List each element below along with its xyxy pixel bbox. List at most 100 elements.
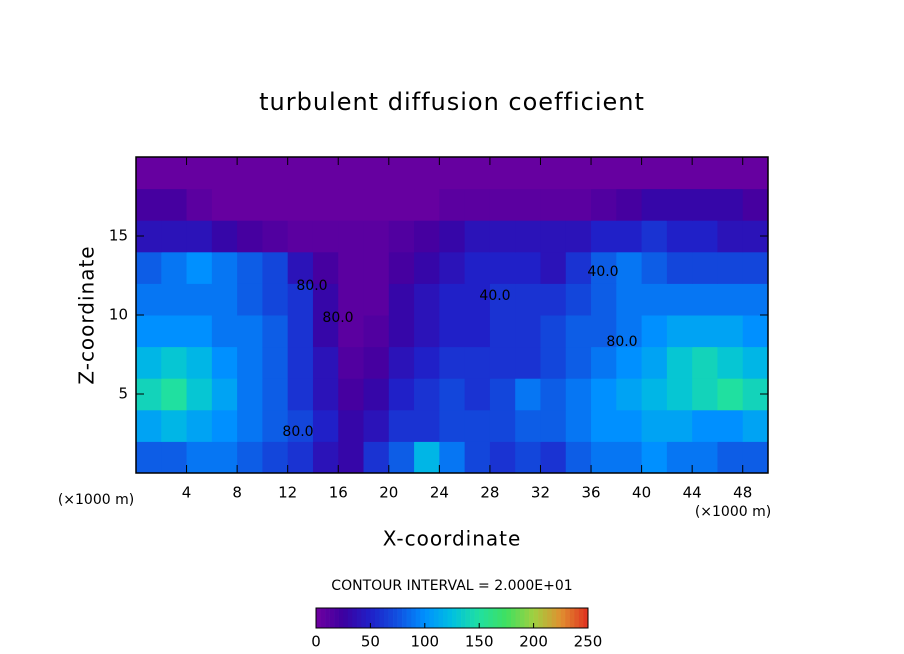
colorbar-tick-label: 200 bbox=[519, 633, 548, 651]
cell bbox=[641, 378, 668, 411]
cell bbox=[717, 220, 744, 253]
x-unit: (×1000 m) bbox=[695, 504, 771, 520]
colorbar-swatch bbox=[529, 608, 534, 628]
cell bbox=[717, 188, 744, 221]
colorbar-swatch bbox=[492, 608, 498, 628]
cell bbox=[414, 251, 440, 284]
cell bbox=[515, 283, 541, 316]
chart-title: turbulent diffusion coefficient bbox=[259, 88, 645, 116]
cell bbox=[515, 441, 541, 474]
cell bbox=[161, 409, 188, 442]
cell bbox=[666, 157, 693, 190]
cell bbox=[363, 315, 390, 348]
x-tick-label: 40 bbox=[632, 484, 651, 502]
cell bbox=[742, 346, 769, 379]
colorbar-swatch bbox=[479, 608, 485, 628]
colorbar-swatch bbox=[352, 608, 358, 628]
cell bbox=[186, 441, 213, 474]
cell bbox=[388, 409, 415, 442]
cell bbox=[565, 283, 592, 316]
colorbar-swatch bbox=[533, 608, 539, 628]
cell bbox=[312, 441, 339, 474]
cell bbox=[565, 157, 592, 190]
cell bbox=[363, 251, 390, 284]
cell bbox=[540, 409, 567, 442]
colorbar-swatch bbox=[506, 608, 512, 628]
cell bbox=[692, 378, 718, 411]
cell bbox=[565, 378, 592, 411]
cell bbox=[591, 315, 617, 348]
x-tick-label: 28 bbox=[480, 484, 499, 502]
cell bbox=[666, 315, 693, 348]
cell bbox=[338, 157, 365, 190]
cell bbox=[464, 283, 491, 316]
cell bbox=[262, 378, 289, 411]
colorbar-swatch bbox=[320, 608, 326, 628]
cell bbox=[136, 346, 162, 379]
cell bbox=[439, 346, 466, 379]
cell bbox=[565, 220, 592, 253]
cell bbox=[692, 441, 718, 474]
cell bbox=[717, 346, 744, 379]
x-axis-label: X-coordinate bbox=[383, 527, 522, 551]
cell bbox=[692, 315, 718, 348]
cell bbox=[464, 157, 491, 190]
cell bbox=[312, 157, 339, 190]
cell bbox=[515, 378, 541, 411]
cell bbox=[641, 315, 668, 348]
cell bbox=[464, 188, 491, 221]
cell bbox=[565, 346, 592, 379]
cell bbox=[489, 441, 516, 474]
y-axis-label: Z-coordinate bbox=[75, 245, 99, 384]
cell bbox=[363, 220, 390, 253]
cell bbox=[616, 409, 643, 442]
cell bbox=[540, 251, 567, 284]
cell bbox=[211, 157, 238, 190]
cell bbox=[338, 315, 365, 348]
cell bbox=[312, 188, 339, 221]
colorbar-tick-label: 150 bbox=[465, 633, 494, 651]
cell bbox=[338, 188, 365, 221]
cell bbox=[666, 251, 693, 284]
colorbar-swatch bbox=[402, 608, 407, 628]
cell bbox=[692, 220, 718, 253]
cell bbox=[186, 315, 213, 348]
cell bbox=[591, 157, 617, 190]
cell bbox=[489, 157, 516, 190]
cell bbox=[565, 315, 592, 348]
cell bbox=[414, 283, 440, 316]
cell bbox=[136, 315, 162, 348]
cell bbox=[464, 220, 491, 253]
contour-label: 80.0 bbox=[296, 278, 327, 294]
cell bbox=[161, 346, 188, 379]
colorbar-swatch bbox=[429, 608, 435, 628]
cell bbox=[717, 378, 744, 411]
colorbar-swatch bbox=[501, 608, 507, 628]
colorbar-swatch bbox=[461, 608, 466, 628]
cell bbox=[742, 315, 769, 348]
cell bbox=[338, 220, 365, 253]
cell bbox=[388, 283, 415, 316]
colorbar-swatch bbox=[379, 608, 385, 628]
cell bbox=[186, 378, 213, 411]
cell bbox=[414, 409, 440, 442]
cell bbox=[641, 251, 668, 284]
cell bbox=[439, 378, 466, 411]
contour-label: 40.0 bbox=[587, 264, 618, 280]
cell bbox=[717, 251, 744, 284]
cell bbox=[414, 188, 440, 221]
cell bbox=[641, 157, 668, 190]
colorbar-swatch bbox=[329, 608, 335, 628]
cell bbox=[742, 251, 769, 284]
cell bbox=[717, 283, 744, 316]
cell bbox=[666, 378, 693, 411]
cell bbox=[414, 346, 440, 379]
cell bbox=[287, 157, 314, 190]
colorbar-swatch bbox=[488, 608, 494, 628]
cell bbox=[237, 220, 263, 253]
cell bbox=[287, 315, 314, 348]
x-tick-label: 12 bbox=[278, 484, 297, 502]
cell bbox=[338, 378, 365, 411]
cell bbox=[616, 220, 643, 253]
